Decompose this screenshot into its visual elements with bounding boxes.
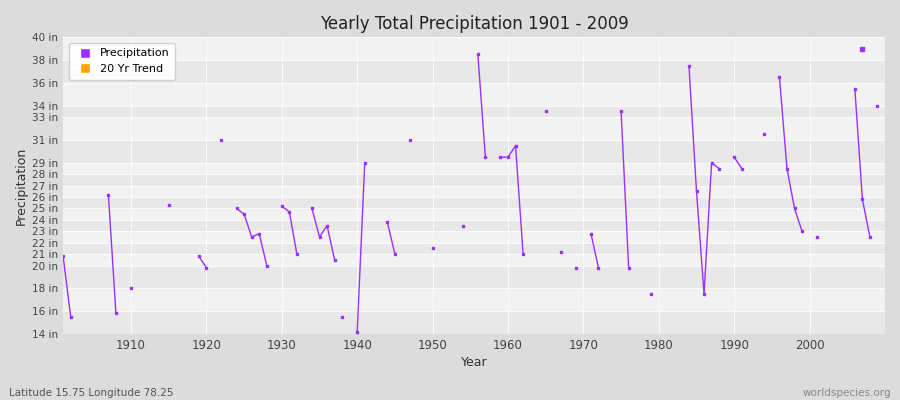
Bar bbox=[63, 288, 885, 311]
Bar bbox=[63, 37, 885, 60]
Bar bbox=[63, 83, 885, 106]
Y-axis label: Precipitation: Precipitation bbox=[15, 146, 28, 225]
X-axis label: Year: Year bbox=[461, 356, 488, 369]
Bar bbox=[63, 220, 885, 231]
Title: Yearly Total Precipitation 1901 - 2009: Yearly Total Precipitation 1901 - 2009 bbox=[320, 15, 628, 33]
Bar bbox=[63, 117, 885, 140]
Bar bbox=[63, 254, 885, 266]
Bar bbox=[63, 243, 885, 254]
Bar bbox=[63, 197, 885, 208]
Text: worldspecies.org: worldspecies.org bbox=[803, 388, 891, 398]
Bar bbox=[63, 174, 885, 186]
Bar bbox=[63, 106, 885, 117]
Bar bbox=[63, 208, 885, 220]
Bar bbox=[63, 60, 885, 83]
Bar bbox=[63, 163, 885, 174]
Bar bbox=[63, 140, 885, 163]
Bar bbox=[63, 231, 885, 243]
Bar bbox=[63, 266, 885, 288]
Bar bbox=[63, 186, 885, 197]
Bar bbox=[63, 311, 885, 334]
Text: Latitude 15.75 Longitude 78.25: Latitude 15.75 Longitude 78.25 bbox=[9, 388, 174, 398]
Legend: Precipitation, 20 Yr Trend: Precipitation, 20 Yr Trend bbox=[68, 43, 176, 80]
